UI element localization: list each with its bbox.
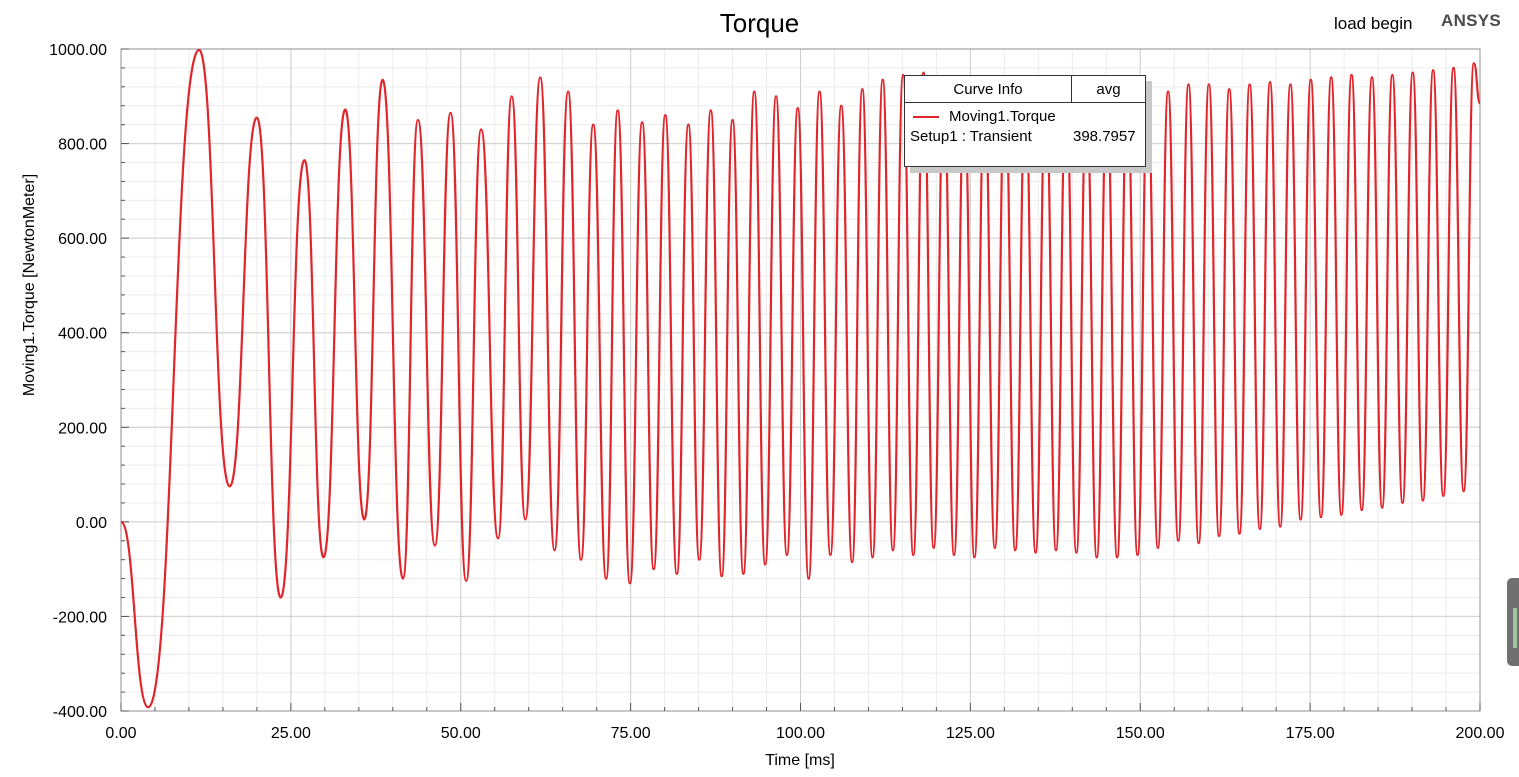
series-layer (119, 48, 1482, 709)
y-tick-label: 1000.00 (49, 42, 107, 59)
tick-labels: 0.00 25.00 50.00 75.00 100.00 125.00 150.00 175… (49, 42, 1504, 742)
x-tick-label: 200.00 (1456, 725, 1505, 742)
ansys-logo: ANSYS (1441, 11, 1502, 30)
grip-icon (1513, 608, 1517, 648)
x-tick-label: 125.00 (946, 725, 995, 742)
y-axis-label: Moving1.Torque [NewtonMeter] (21, 173, 38, 397)
axis-tick-marks (120, 48, 1481, 712)
legend-header (905, 76, 1145, 103)
x-tick-label: 150.00 (1116, 725, 1165, 742)
series-line-moving1-torque (119, 48, 1482, 709)
x-tick-label: 50.00 (441, 725, 481, 742)
x-tick-label: 175.00 (1286, 725, 1335, 742)
y-tick-label: 400.00 (58, 326, 107, 343)
y-tick-label: 200.00 (58, 420, 107, 437)
y-tick-label: -200.00 (53, 609, 107, 626)
side-panel-handle[interactable] (1507, 578, 1519, 666)
chart-title: Torque (719, 8, 800, 38)
y-tick-label: -400.00 (53, 704, 107, 721)
legend-series-name: Moving1.Torque (949, 108, 1056, 125)
curve-info-legend[interactable]: Curve Info avg Moving1.Torque Setup1 : T… (904, 75, 1146, 167)
y-tick-label: 600.00 (58, 231, 107, 248)
legend-setup-name: Setup1 : Transient (910, 128, 1032, 145)
x-tick-label: 100.00 (776, 725, 825, 742)
y-tick-label: 0.00 (76, 515, 107, 532)
plot-name-label: load begin (1334, 14, 1413, 33)
legend-title: Curve Info (953, 81, 1023, 98)
x-tick-label: 25.00 (271, 725, 311, 742)
legend-column-divider (1071, 76, 1072, 102)
legend-avg-value: 398.7957 (1073, 128, 1136, 145)
x-tick-label: 75.00 (611, 725, 651, 742)
x-axis-label: Time [ms] (765, 752, 835, 769)
x-tick-label: 0.00 (105, 725, 136, 742)
legend-series-swatch (913, 116, 939, 118)
legend-avg-column: avg (1096, 81, 1121, 98)
y-tick-label: 800.00 (58, 137, 107, 154)
